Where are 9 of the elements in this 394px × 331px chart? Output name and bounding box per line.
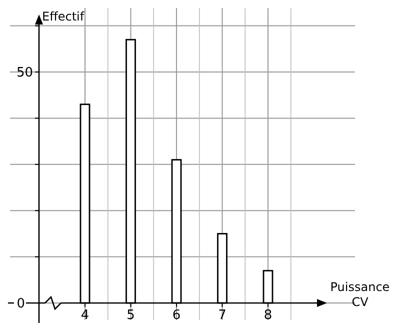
x-tick-label: 4 bbox=[80, 308, 90, 323]
y-tick-label: 0 bbox=[16, 296, 25, 312]
x-tick-label: 6 bbox=[172, 308, 181, 323]
y-tick-label: 50 bbox=[16, 66, 33, 81]
x-tick-label: 5 bbox=[126, 308, 135, 323]
x-tick-label: 7 bbox=[218, 308, 226, 323]
y-axis-title: Effectif bbox=[42, 10, 85, 24]
x-tick-label: 8 bbox=[264, 308, 272, 323]
x-axis-title: Puissance CV bbox=[330, 280, 390, 309]
